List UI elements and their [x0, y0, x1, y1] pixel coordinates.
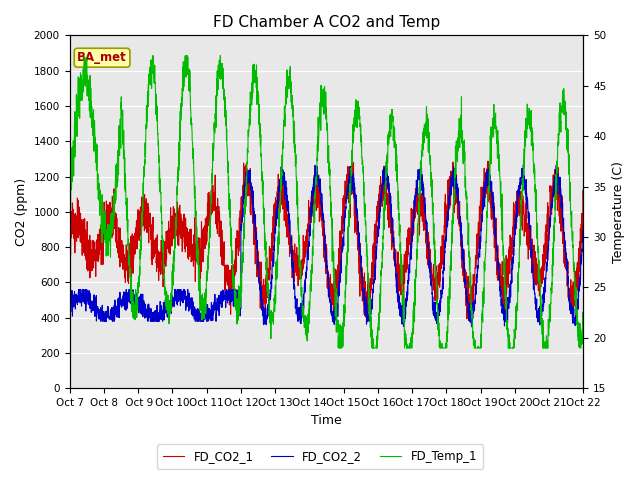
FD_CO2_2 [155, 318, 163, 324]
FD_CO2_2 [66, 307, 74, 312]
Y-axis label: CO2 (ppm): CO2 (ppm) [15, 178, 28, 246]
Y-axis label: Temperature (C): Temperature (C) [612, 161, 625, 263]
FD_CO2_1 [66, 240, 74, 246]
FD_Temp_1 [285, 80, 293, 85]
Line: FD_CO2_1: FD_CO2_1 [70, 161, 584, 321]
FD_Temp_1 [66, 181, 74, 187]
Text: BA_met: BA_met [77, 51, 127, 64]
Legend: FD_CO2_1, FD_CO2_2, FD_Temp_1: FD_CO2_1, FD_CO2_2, FD_Temp_1 [157, 444, 483, 469]
FD_CO2_1 [155, 277, 163, 283]
Title: FD Chamber A CO2 and Temp: FD Chamber A CO2 and Temp [213, 15, 440, 30]
FD_CO2_2 [520, 162, 527, 168]
FD_CO2_1 [124, 251, 132, 257]
FD_CO2_2 [285, 211, 292, 216]
FD_Temp_1 [570, 268, 577, 274]
FD_CO2_2 [263, 315, 271, 321]
FD_CO2_1 [570, 304, 577, 310]
FD_CO2_2 [570, 306, 577, 312]
FD_Temp_1 [515, 275, 522, 281]
FD_CO2_2 [580, 229, 588, 235]
FD_CO2_2 [400, 324, 408, 329]
FD_Temp_1 [263, 272, 271, 278]
FD_Temp_1 [124, 240, 132, 246]
FD_CO2_1 [261, 318, 269, 324]
FD_CO2_1 [515, 195, 522, 201]
FD_CO2_2 [124, 295, 132, 301]
FD_CO2_1 [285, 234, 293, 240]
Line: FD_Temp_1: FD_Temp_1 [70, 56, 584, 348]
FD_Temp_1 [155, 152, 163, 158]
Line: FD_CO2_2: FD_CO2_2 [70, 165, 584, 326]
FD_CO2_2 [515, 195, 522, 201]
FD_Temp_1 [335, 345, 343, 351]
FD_CO2_1 [580, 223, 588, 229]
FD_Temp_1 [580, 313, 588, 319]
X-axis label: Time: Time [311, 414, 342, 427]
FD_Temp_1 [149, 53, 157, 59]
FD_CO2_1 [263, 255, 271, 261]
FD_CO2_1 [484, 158, 492, 164]
